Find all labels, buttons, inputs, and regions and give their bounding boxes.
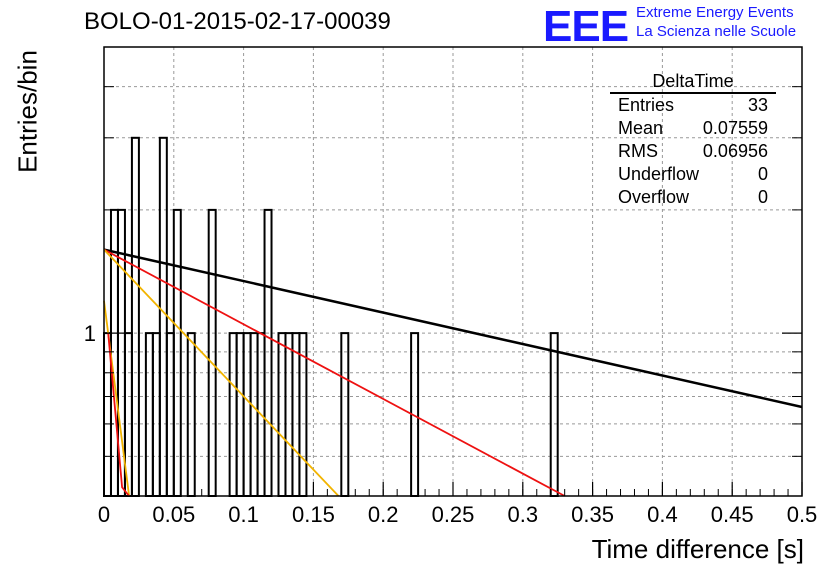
y-tick-label: 1 — [84, 321, 96, 346]
histogram-bin — [549, 332, 559, 498]
stats-label: Mean — [618, 118, 664, 138]
histogram-bin — [242, 332, 252, 498]
histogram-bars — [103, 136, 559, 498]
histogram-bin — [172, 208, 182, 498]
axis-ticks — [103, 46, 803, 497]
x-axis-label: Time difference [s] — [591, 534, 804, 564]
stats-row: RMS 0.06956 — [610, 140, 776, 163]
logo-caption: Extreme Energy Events La Scienza nelle S… — [636, 3, 796, 41]
stats-value: 0 — [757, 164, 768, 184]
stats-value: 33 — [747, 95, 768, 115]
histogram-bin — [277, 332, 287, 498]
x-tick-label: 0.35 — [571, 502, 614, 527]
x-tick-label: 0.25 — [432, 502, 475, 527]
eee-logo: EEE — [543, 2, 629, 51]
x-tick-label: 0.3 — [508, 502, 539, 527]
stats-label: RMS — [618, 141, 658, 161]
y-axis-label: Entries/bin — [12, 50, 43, 173]
stats-value: 0.06956 — [702, 141, 768, 161]
histogram-bin — [228, 332, 238, 498]
histogram-bin — [284, 332, 294, 498]
fit-line — [107, 333, 130, 497]
stats-value: 0.07559 — [702, 118, 768, 138]
x-tick-label: 0.45 — [711, 502, 754, 527]
stats-row: Overflow 0 — [610, 186, 776, 209]
y-tick-labels: 1 — [84, 321, 96, 346]
stats-label: Underflow — [618, 164, 700, 184]
x-tick-label: 0.4 — [647, 502, 678, 527]
x-tick-label: 0.2 — [368, 502, 399, 527]
stats-box-title: DeltaTime — [610, 70, 776, 94]
histogram-bin — [340, 332, 350, 498]
histogram-bin — [158, 136, 168, 497]
stats-value: 0 — [757, 187, 768, 207]
histogram-bin — [291, 332, 301, 498]
stats-row: Underflow 0 — [610, 163, 776, 186]
chart-title: BOLO-01-2015-02-17-00039 — [84, 8, 391, 35]
x-tick-label: 0.05 — [152, 502, 195, 527]
histogram-bin — [186, 332, 196, 498]
stats-label: Overflow — [618, 187, 690, 207]
x-tick-label: 0.1 — [228, 502, 259, 527]
histogram-bin — [144, 332, 154, 498]
fit-line — [103, 248, 803, 409]
fit-line — [103, 248, 340, 497]
histogram-bin — [263, 208, 273, 498]
histogram-bin — [249, 332, 259, 498]
stats-label: Entries — [618, 95, 675, 115]
x-tick-label: 0.15 — [292, 502, 335, 527]
stats-box: DeltaTime Entries 33 Mean 0.07559 RMS 0.069… — [610, 70, 776, 209]
histogram-bin — [207, 208, 217, 498]
logo-caption-line1: Extreme Energy Events — [636, 4, 794, 21]
logo-caption-line2: La Scienza nelle Scuole — [636, 23, 797, 40]
fit-line — [103, 248, 566, 497]
x-tick-label: 0 — [98, 502, 110, 527]
stats-row: Entries 33 — [610, 94, 776, 117]
x-tick-label: 0.5 — [787, 502, 818, 527]
fit-lines — [103, 248, 803, 497]
x-tick-labels: 0 0.05 0.1 0.15 0.2 0.25 0.3 0.35 0.4 0.45 0.5 — [98, 502, 817, 527]
stats-row: Mean 0.07559 — [610, 117, 776, 140]
histogram-bin — [151, 332, 161, 498]
histogram-bin — [165, 332, 175, 498]
histogram-bin — [235, 332, 245, 498]
histogram-bin — [130, 136, 140, 497]
